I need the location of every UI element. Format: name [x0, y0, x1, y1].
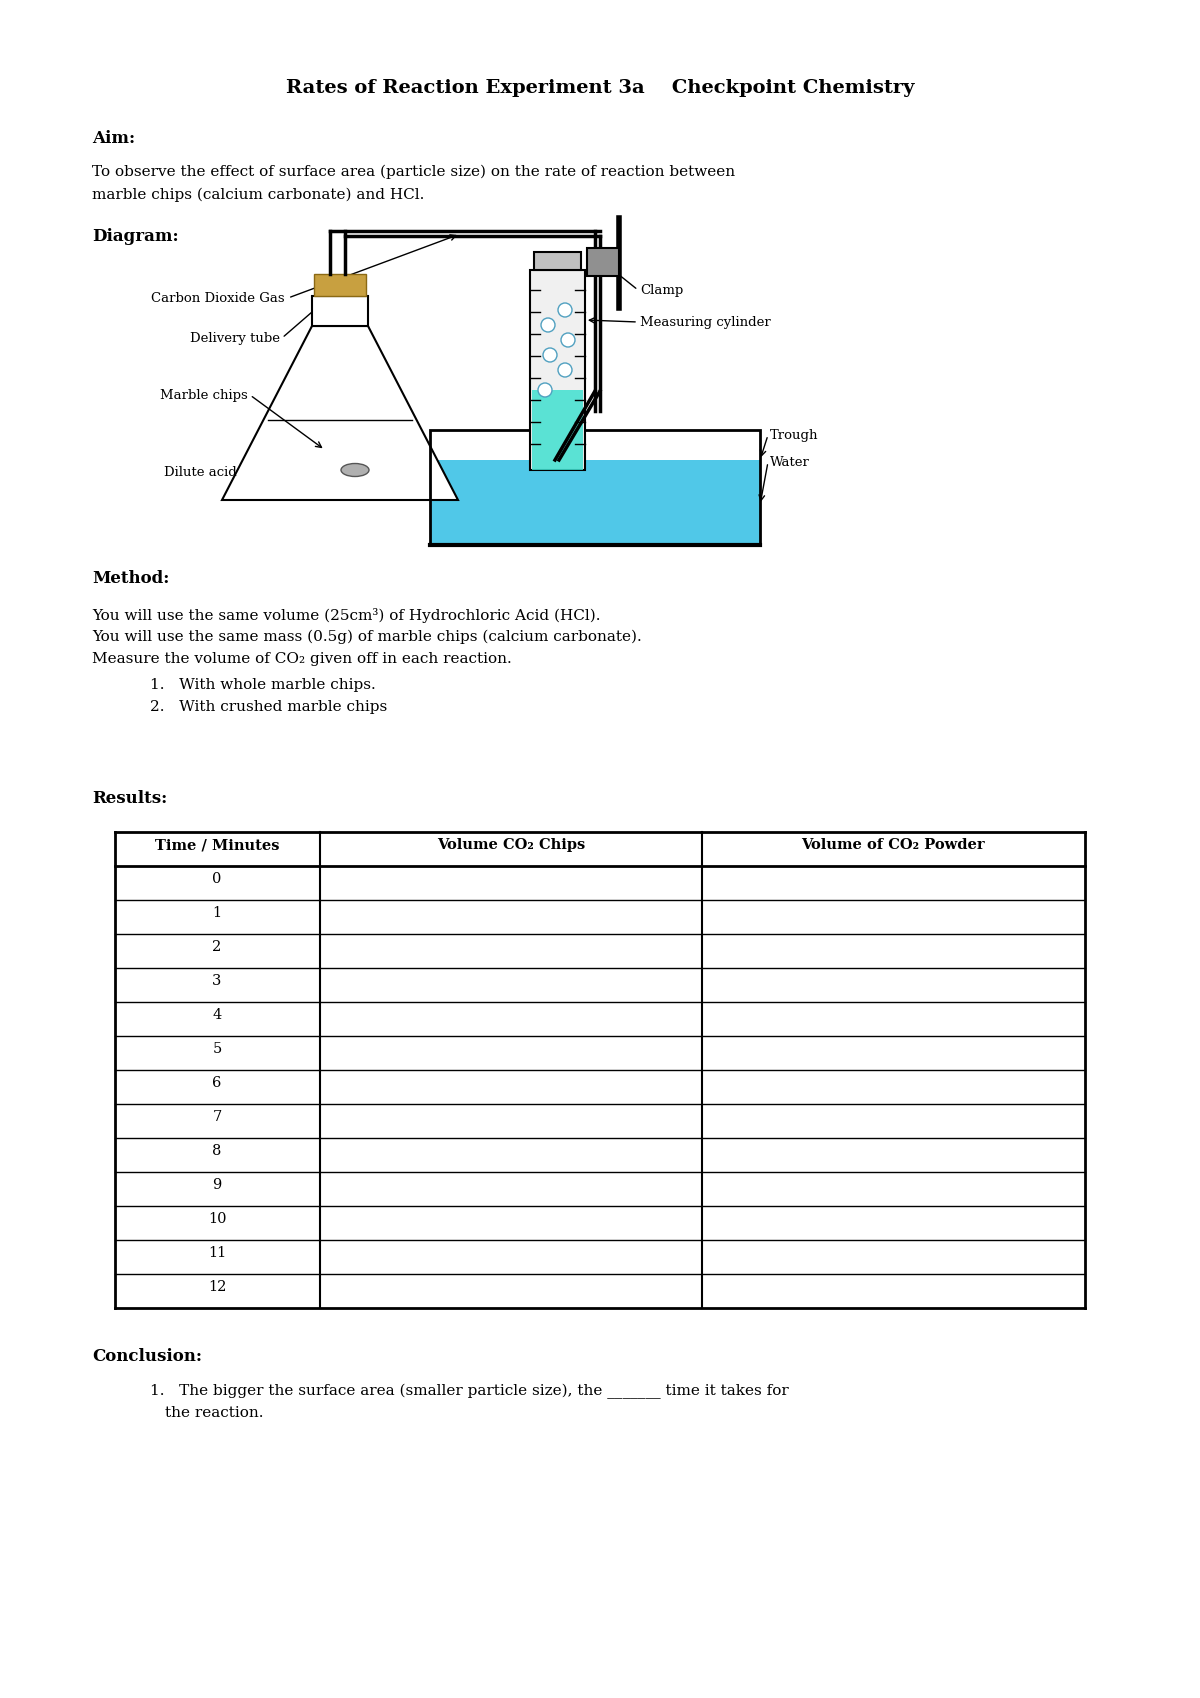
- Text: 7: 7: [212, 1110, 222, 1124]
- Text: Diagram:: Diagram:: [92, 228, 179, 245]
- Text: Time / Minutes: Time / Minutes: [155, 839, 280, 852]
- Bar: [314, 273, 366, 295]
- Text: 12: 12: [208, 1280, 226, 1294]
- Circle shape: [558, 363, 572, 377]
- Circle shape: [541, 318, 554, 333]
- Text: 10: 10: [208, 1212, 227, 1226]
- Text: marble chips (calcium carbonate) and HCl.: marble chips (calcium carbonate) and HCl…: [92, 188, 425, 202]
- Text: You will use the same volume (25cm³) of Hydrochloric Acid (HCl).: You will use the same volume (25cm³) of …: [92, 608, 600, 623]
- Text: Volume CO₂ Chips: Volume CO₂ Chips: [437, 839, 586, 852]
- Bar: [430, 430, 760, 545]
- Text: 9: 9: [212, 1178, 222, 1192]
- Text: Carbon Dioxide Gas: Carbon Dioxide Gas: [151, 292, 286, 304]
- Bar: [530, 270, 586, 470]
- Text: Aim:: Aim:: [92, 131, 136, 148]
- Text: 3: 3: [212, 975, 222, 988]
- Text: 8: 8: [212, 1144, 222, 1158]
- Bar: [312, 295, 368, 326]
- Bar: [532, 391, 583, 470]
- Text: Clamp: Clamp: [640, 284, 683, 297]
- Polygon shape: [227, 419, 454, 499]
- Text: Results:: Results:: [92, 790, 167, 807]
- Text: Dilute acid: Dilute acid: [164, 465, 238, 479]
- Text: Method:: Method:: [92, 571, 169, 588]
- Text: 4: 4: [212, 1009, 222, 1022]
- Text: 0: 0: [212, 873, 222, 886]
- Circle shape: [538, 384, 552, 397]
- Circle shape: [558, 302, 572, 318]
- Text: 1.   With whole marble chips.: 1. With whole marble chips.: [150, 678, 376, 693]
- Text: the reaction.: the reaction.: [166, 1406, 264, 1420]
- Text: Volume of CO₂ Powder: Volume of CO₂ Powder: [802, 839, 985, 852]
- Text: 1.   The bigger the surface area (smaller particle size), the _______ time it ta: 1. The bigger the surface area (smaller …: [150, 1384, 788, 1399]
- Text: Water: Water: [770, 455, 810, 469]
- Text: 6: 6: [212, 1077, 222, 1090]
- Ellipse shape: [341, 464, 370, 477]
- Text: 2.   With crushed marble chips: 2. With crushed marble chips: [150, 700, 388, 713]
- Text: 5: 5: [212, 1043, 222, 1056]
- Text: Conclusion:: Conclusion:: [92, 1348, 202, 1365]
- Bar: [534, 251, 581, 270]
- Text: To observe the effect of surface area (particle size) on the rate of reaction be: To observe the effect of surface area (p…: [92, 165, 736, 180]
- Text: Rates of Reaction Experiment 3a    Checkpoint Chemistry: Rates of Reaction Experiment 3a Checkpoi…: [286, 80, 914, 97]
- Text: Measuring cylinder: Measuring cylinder: [640, 316, 770, 328]
- Text: You will use the same mass (0.5g) of marble chips (calcium carbonate).: You will use the same mass (0.5g) of mar…: [92, 630, 642, 644]
- Polygon shape: [222, 326, 458, 499]
- Circle shape: [542, 348, 557, 362]
- Circle shape: [562, 333, 575, 346]
- Text: 2: 2: [212, 941, 222, 954]
- Bar: [587, 248, 619, 277]
- Text: Trough: Trough: [770, 428, 818, 441]
- Text: Marble chips: Marble chips: [161, 389, 248, 401]
- Text: Measure the volume of CO₂ given off in each reaction.: Measure the volume of CO₂ given off in e…: [92, 652, 511, 666]
- Text: 11: 11: [208, 1246, 226, 1260]
- Text: 1: 1: [212, 907, 222, 920]
- Text: Delivery tube: Delivery tube: [190, 331, 280, 345]
- Bar: [430, 460, 760, 545]
